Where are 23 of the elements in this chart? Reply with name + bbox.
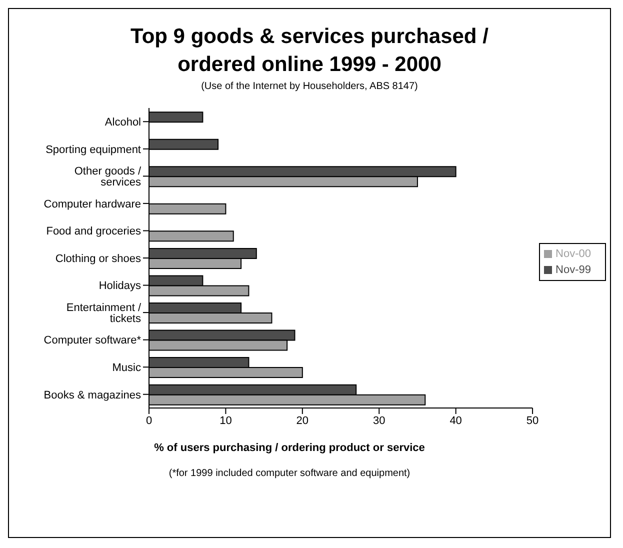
y-tick-label: Books & magazines [44,389,142,402]
y-tick-label: Alcohol [104,116,141,129]
y-tick-label: Clothing or shoes [55,252,142,265]
y-tick-label: Computer software* [44,334,142,347]
x-tick-label: 10 [220,414,232,427]
x-tick-label: 50 [526,414,539,427]
chart-subtitle: (Use of the Internet by Householders, ABS 8147) [200,81,419,92]
y-tick-label: Music [112,362,142,374]
x-axis-title: % of users purchasing / ordering product or service [153,442,426,454]
text: (*for 1999 included computer software and equipment) [168,468,412,479]
x-tick-label: 20 [296,414,309,427]
x-tick-label: 0 [146,414,152,427]
y-tick-label: Holidays [98,280,142,292]
x-tick-label: 40 [450,414,462,427]
legend-label: Nov-00 [556,248,591,260]
y-tick-label: Food and groceries [46,226,142,238]
y-tick-label: Sporting equipment [46,144,141,156]
legend-label: Nov-99 [556,264,591,276]
y-tick-label: Other goods / services [74,166,142,189]
x-tick-label: 30 [372,414,386,427]
y-tick-label: Entertainment / tickets [66,302,142,325]
y-tick-label: Computer hardware [44,198,141,210]
chart-title: Top 9 goods & services purchased / ordered online 1999 - 2000 [130,24,490,78]
